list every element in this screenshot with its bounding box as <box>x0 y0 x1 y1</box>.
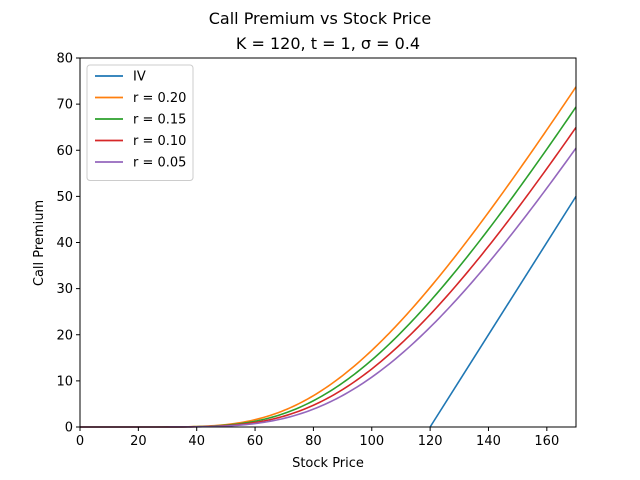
legend-label: IV <box>133 70 146 85</box>
x-axis: 0 20 40 60 80 100 120 140 160 <box>76 427 559 449</box>
x-tick-label: 140 <box>476 434 501 449</box>
series-line-iv <box>429 195 577 428</box>
y-tick-label: 30 <box>56 282 73 297</box>
x-axis-label: Stock Price <box>292 456 364 471</box>
y-tick-label: 0 <box>65 421 73 436</box>
chart-title: Call Premium vs Stock Price <box>209 9 432 28</box>
legend-label: r = 0.20 <box>133 91 186 106</box>
x-tick-label: 100 <box>359 434 384 449</box>
legend-label: r = 0.05 <box>133 156 186 171</box>
x-tick-label: 60 <box>247 434 264 449</box>
legend: IV r = 0.20 r = 0.15 r = 0.10 r = 0.05 <box>86 64 194 181</box>
chart-subtitle: K = 120, t = 1, σ = 0.4 <box>236 34 420 53</box>
x-tick-label: 0 <box>76 434 84 449</box>
legend-label: r = 0.10 <box>133 134 186 149</box>
legend-box <box>86 64 194 181</box>
x-tick-label: 120 <box>418 434 443 449</box>
legend-label: r = 0.15 <box>133 113 186 128</box>
x-tick-label: 160 <box>534 434 559 449</box>
x-tick-label: 80 <box>305 434 322 449</box>
x-tick-label: 40 <box>188 434 205 449</box>
series-line-r-0-05 <box>80 147 577 428</box>
y-tick-label: 70 <box>56 98 73 113</box>
y-tick-label: 80 <box>56 52 73 67</box>
y-tick-label: 60 <box>56 144 73 159</box>
y-tick-label: 10 <box>56 374 73 389</box>
y-tick-label: 50 <box>56 190 73 205</box>
y-axis: 0 10 20 30 40 50 60 70 80 <box>56 52 80 436</box>
y-axis-label: Call Premium <box>32 200 47 286</box>
y-tick-label: 20 <box>56 328 73 343</box>
x-tick-label: 20 <box>130 434 147 449</box>
y-tick-label: 40 <box>56 236 73 251</box>
